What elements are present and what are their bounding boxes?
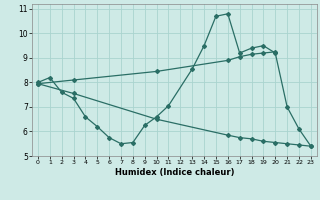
X-axis label: Humidex (Indice chaleur): Humidex (Indice chaleur) bbox=[115, 168, 234, 177]
